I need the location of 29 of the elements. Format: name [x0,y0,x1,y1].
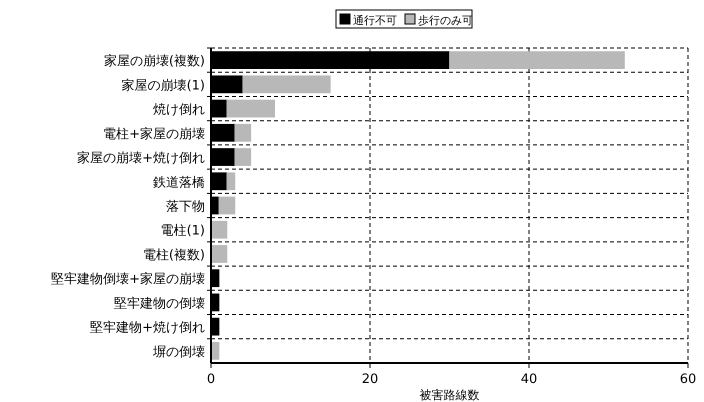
y-tick-label: 電柱(1) [160,224,205,239]
y-tick-label: 電柱(複数) [142,248,205,263]
bar [242,75,331,94]
bar [210,245,228,263]
bar [449,51,625,69]
x-tick-label: 0 [206,372,216,387]
y-tick-label: 鉄道落橋 [153,175,205,190]
y-tick-label: 焼け倒れ [153,102,205,118]
x-tick-label: 20 [362,372,378,387]
legend-label: 通行不可 [353,14,397,27]
legend-label: 歩行のみ可 [418,14,473,27]
bar [218,196,236,214]
bar [226,100,275,118]
y-tick-label: 家屋の崩壊(1) [122,77,205,94]
bar [234,148,252,166]
y-tick-label: 家屋の崩壊(複数) [104,53,205,70]
x-tick-label: 60 [680,372,696,387]
y-tick-label: 落下物 [166,200,205,214]
x-axis-title: 被害路線数 [420,388,480,402]
y-tick-label: 塀の倒壊 [152,344,205,360]
bar [234,124,252,142]
y-tick-label: 堅牢建物倒壊+家屋の崩壊 [51,271,205,288]
y-tick-label: 堅牢建物+焼け倒れ [90,320,205,336]
bar [210,220,228,239]
y-tick-label: 電柱+家屋の崩壊 [103,126,205,142]
y-tick-label: 家屋の崩壊+焼け倒れ [77,150,205,166]
y-tick-label: 堅牢建物の倒壊 [114,295,205,312]
bar [226,172,236,190]
x-tick-label: 40 [520,372,538,387]
